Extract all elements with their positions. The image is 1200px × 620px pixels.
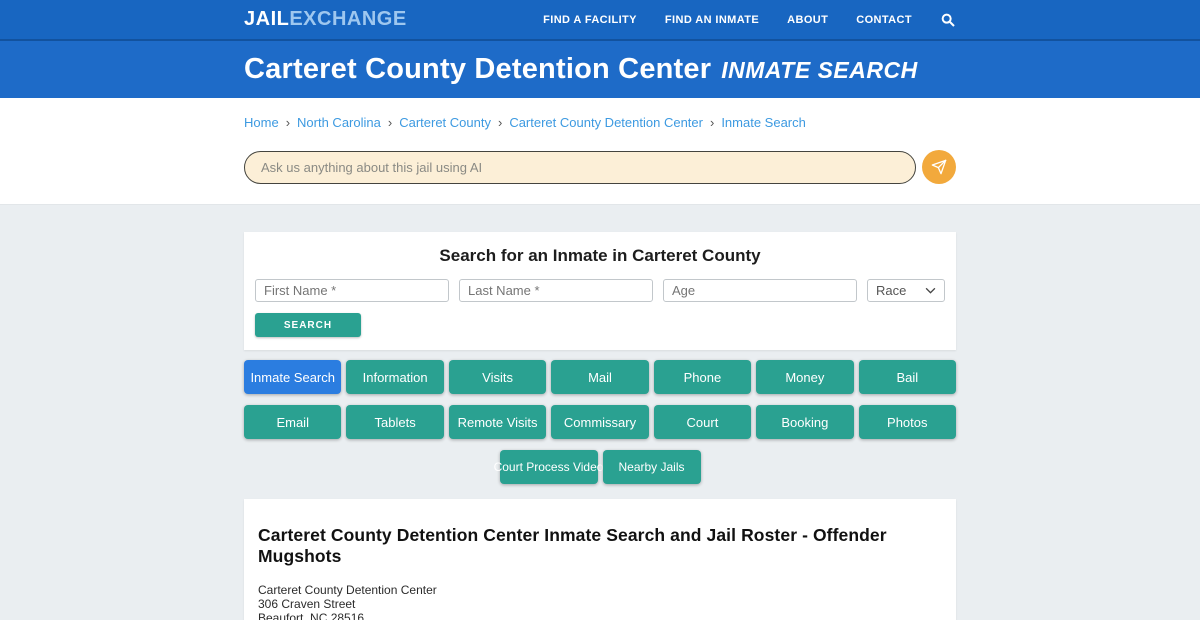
- address-line-street: 306 Craven Street: [258, 597, 356, 611]
- chevron-right-icon: ›: [285, 115, 291, 130]
- tab-tablets[interactable]: Tablets: [346, 405, 444, 439]
- nav-link-about[interactable]: ABOUT: [787, 13, 829, 26]
- tab-court[interactable]: Court: [653, 405, 752, 439]
- search-submit-button[interactable]: SEARCH: [255, 313, 361, 337]
- tab-photos[interactable]: Photos: [858, 405, 956, 439]
- tab-remote-visits[interactable]: Remote Visits: [448, 405, 547, 439]
- age-input[interactable]: [663, 279, 857, 302]
- facility-info-card: Carteret County Detention Center Inmate …: [244, 499, 956, 620]
- page-subtitle: INMATE SEARCH: [721, 57, 918, 83]
- facility-info-heading: Carteret County Detention Center Inmate …: [258, 525, 887, 566]
- breadcrumb-ai-section: Home › North Carolina › Carteret County …: [0, 98, 1200, 205]
- page-header-band: Carteret County Detention Center INMATE S…: [0, 41, 1200, 98]
- tab-email[interactable]: Email: [244, 405, 342, 439]
- last-name-input[interactable]: [459, 279, 653, 302]
- jailexchange-logo[interactable]: JAILEXCHANGE: [244, 8, 407, 31]
- search-form-heading: Search for an Inmate in Carteret County: [439, 246, 761, 265]
- tab-commissary[interactable]: Commissary: [551, 405, 649, 439]
- chevron-right-icon: ›: [709, 115, 715, 130]
- breadcrumb-inmate-search[interactable]: Inmate Search: [721, 115, 806, 130]
- inmate-search-card: Search for an Inmate in Carteret County …: [244, 232, 956, 350]
- breadcrumb-home[interactable]: Home: [244, 115, 279, 130]
- breadcrumb-north-carolina[interactable]: North Carolina: [297, 115, 381, 130]
- tab-inmate-search[interactable]: Inmate Search: [244, 360, 342, 394]
- tab-mail[interactable]: Mail: [551, 360, 649, 394]
- breadcrumb-carteret-county[interactable]: Carteret County: [399, 115, 491, 130]
- section-buttons: Inmate Search Information Visits Mail Ph…: [244, 360, 956, 484]
- page-title: Carteret County Detention Center: [244, 53, 712, 85]
- ai-question-input[interactable]: [244, 150, 916, 184]
- nav-link-find-an-inmate[interactable]: FIND AN INMATE: [664, 13, 760, 26]
- chevron-down-icon: [925, 287, 936, 294]
- tab-bail[interactable]: Bail: [858, 360, 956, 394]
- race-select[interactable]: Race: [867, 279, 945, 302]
- address-line-name: Carteret County Detention Center: [258, 583, 437, 597]
- nav-link-contact[interactable]: CONTACT: [856, 13, 912, 26]
- address-line-city: Beaufort, NC 28516: [258, 611, 365, 620]
- facility-address: Carteret County Detention Center 306 Cra…: [258, 583, 942, 620]
- logo-part-jail: JAIL: [244, 8, 290, 30]
- tab-court-process-video[interactable]: Court Process Video: [494, 450, 603, 484]
- main-content-area: Search for an Inmate in Carteret County …: [0, 205, 1200, 620]
- chevron-right-icon: ›: [497, 115, 503, 130]
- tab-booking[interactable]: Booking: [756, 405, 854, 439]
- tab-information[interactable]: Information: [346, 360, 444, 394]
- race-select-value: Race: [876, 283, 907, 298]
- tab-money[interactable]: Money: [756, 360, 854, 394]
- chevron-right-icon: ›: [387, 115, 393, 130]
- breadcrumb-detention-center[interactable]: Carteret County Detention Center: [509, 115, 703, 130]
- search-icon[interactable]: [940, 12, 956, 28]
- top-nav-bar: JAILEXCHANGE FIND A FACILITY FIND AN INM…: [0, 0, 1200, 41]
- ai-send-button[interactable]: [922, 150, 956, 184]
- nav-links: FIND A FACILITY FIND AN INMATE ABOUT CON…: [543, 12, 956, 28]
- logo-part-exchange: EXCHANGE: [289, 8, 407, 30]
- nav-link-find-a-facility[interactable]: FIND A FACILITY: [543, 13, 637, 26]
- paper-plane-icon: [931, 159, 947, 175]
- breadcrumb: Home › North Carolina › Carteret County …: [244, 98, 956, 130]
- tab-phone[interactable]: Phone: [653, 360, 752, 394]
- tab-nearby-jails[interactable]: Nearby Jails: [602, 450, 701, 484]
- first-name-input[interactable]: [255, 279, 449, 302]
- tab-visits[interactable]: Visits: [448, 360, 547, 394]
